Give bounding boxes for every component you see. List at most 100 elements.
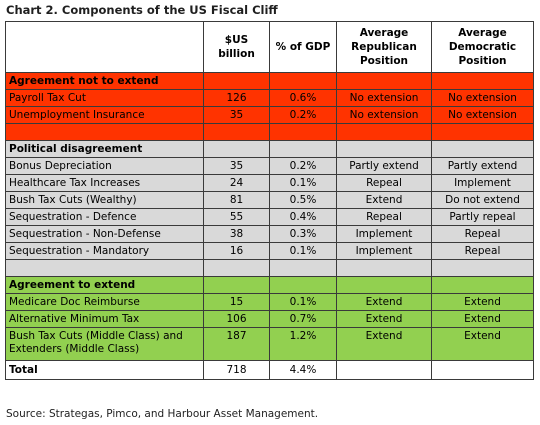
empty-cell	[269, 72, 337, 90]
empty-cell	[336, 276, 432, 294]
empty-cell	[203, 276, 270, 294]
table-cell: Extend	[336, 327, 432, 361]
table-row: Medicare Doc Reimburse 15 0.1% Extend Extend	[5, 293, 534, 311]
table-row: Bonus Depreciation 35 0.2% Partly extend Par…	[5, 157, 534, 175]
table-cell: Extend	[336, 310, 432, 328]
table-cell: 0.1%	[269, 293, 337, 311]
table-cell: Extend	[336, 293, 432, 311]
total-cell: 718	[203, 360, 270, 380]
table-cell: 81	[203, 191, 270, 209]
empty-cell	[269, 259, 337, 277]
fiscal-cliff-table: $US billion% of GDP Average Republican Po…	[5, 21, 534, 380]
table-cell: Partly repeal	[431, 208, 534, 226]
table-cell: 126	[203, 89, 270, 107]
row-label: Unemployment Insurance	[5, 106, 204, 124]
empty-cell	[431, 140, 534, 158]
table-row: Payroll Tax Cut 126 0.6% No extension No ext…	[5, 89, 534, 107]
table-row: Bush Tax Cuts (Middle Class) and Extende…	[5, 327, 534, 361]
table-cell: 55	[203, 208, 270, 226]
table-row: Sequestration - Defence 55 0.4% Repeal Partl…	[5, 208, 534, 226]
table-row: Alternative Minimum Tax 106 0.7% Extend Exte…	[5, 310, 534, 328]
section-header-row: Political disagreement	[5, 140, 534, 158]
empty-cell	[203, 123, 270, 141]
table-cell: 0.2%	[269, 106, 337, 124]
empty-cell	[336, 72, 432, 90]
table-cell: 35	[203, 106, 270, 124]
empty-cell	[431, 259, 534, 277]
table-cell: 0.4%	[269, 208, 337, 226]
table-cell: 24	[203, 174, 270, 192]
total-cell	[336, 360, 432, 380]
empty-cell	[431, 123, 534, 141]
table-cell: 15	[203, 293, 270, 311]
empty-cell	[336, 123, 432, 141]
empty-cell	[336, 259, 432, 277]
table-cell: 0.7%	[269, 310, 337, 328]
table-row: Unemployment Insurance 35 0.2% No extension…	[5, 106, 534, 124]
total-row: Total 718 4.4%	[5, 360, 534, 380]
table-cell: 38	[203, 225, 270, 243]
table-cell: Repeal	[431, 242, 534, 260]
empty-cell	[431, 72, 534, 90]
row-label: Bonus Depreciation	[5, 157, 204, 175]
total-label: Total	[5, 360, 204, 380]
table-cell: 106	[203, 310, 270, 328]
table-cell: 0.3%	[269, 225, 337, 243]
column-header: Average Republican Position	[336, 21, 432, 73]
table-cell: 0.1%	[269, 174, 337, 192]
section-label: Political disagreement	[5, 140, 204, 158]
row-label: Payroll Tax Cut	[5, 89, 204, 107]
spacer-row	[5, 259, 534, 277]
section-label: Agreement not to extend	[5, 72, 204, 90]
table-cell: No extension	[431, 89, 534, 107]
table-cell: No extension	[336, 89, 432, 107]
table-cell: Repeal	[336, 208, 432, 226]
table-cell: Partly extend	[336, 157, 432, 175]
table-cell: Partly extend	[431, 157, 534, 175]
table-cell: Extend	[336, 191, 432, 209]
table-cell: 16	[203, 242, 270, 260]
table-row: Sequestration - Mandatory 16 0.1% Implement…	[5, 242, 534, 260]
row-label: Medicare Doc Reimburse	[5, 293, 204, 311]
header-row: $US billion% of GDP Average Republican Po…	[5, 21, 534, 73]
table-cell: 0.6%	[269, 89, 337, 107]
column-header: Average Democratic Position	[431, 21, 534, 73]
table-cell: 0.1%	[269, 242, 337, 260]
empty-cell	[5, 259, 204, 277]
column-header: % of GDP	[269, 21, 337, 73]
table-row: Sequestration - Non-Defense 38 0.3% Impleme…	[5, 225, 534, 243]
table-cell: Implement	[336, 242, 432, 260]
spacer-row	[5, 123, 534, 141]
table-cell: 187	[203, 327, 270, 361]
row-label: Sequestration - Mandatory	[5, 242, 204, 260]
table-cell: Do not extend	[431, 191, 534, 209]
row-label: Bush Tax Cuts (Wealthy)	[5, 191, 204, 209]
table-cell: 35	[203, 157, 270, 175]
empty-cell	[203, 259, 270, 277]
section-label: Agreement to extend	[5, 276, 204, 294]
empty-cell	[336, 140, 432, 158]
table-cell: No extension	[431, 106, 534, 124]
row-label: Bush Tax Cuts (Middle Class) and Extende…	[5, 327, 204, 361]
total-cell: 4.4%	[269, 360, 337, 380]
row-label: Sequestration - Defence	[5, 208, 204, 226]
table-cell: Extend	[431, 327, 534, 361]
empty-cell	[5, 123, 204, 141]
empty-cell	[431, 276, 534, 294]
chart-title: Chart 2. Components of the US Fiscal Cli…	[6, 3, 278, 17]
table-row: Bush Tax Cuts (Wealthy) 81 0.5% Extend Do no…	[5, 191, 534, 209]
table-cell: Implement	[336, 225, 432, 243]
empty-cell	[269, 276, 337, 294]
row-label: Alternative Minimum Tax	[5, 310, 204, 328]
empty-cell	[203, 72, 270, 90]
column-header	[5, 21, 204, 73]
empty-cell	[203, 140, 270, 158]
table-row: Healthcare Tax Increases 24 0.1% Repeal Impl…	[5, 174, 534, 192]
section-header-row: Agreement not to extend	[5, 72, 534, 90]
table-cell: Extend	[431, 293, 534, 311]
empty-cell	[269, 140, 337, 158]
row-label: Healthcare Tax Increases	[5, 174, 204, 192]
table-cell: Implement	[431, 174, 534, 192]
row-label: Sequestration - Non-Defense	[5, 225, 204, 243]
column-header: $US billion	[203, 21, 270, 73]
